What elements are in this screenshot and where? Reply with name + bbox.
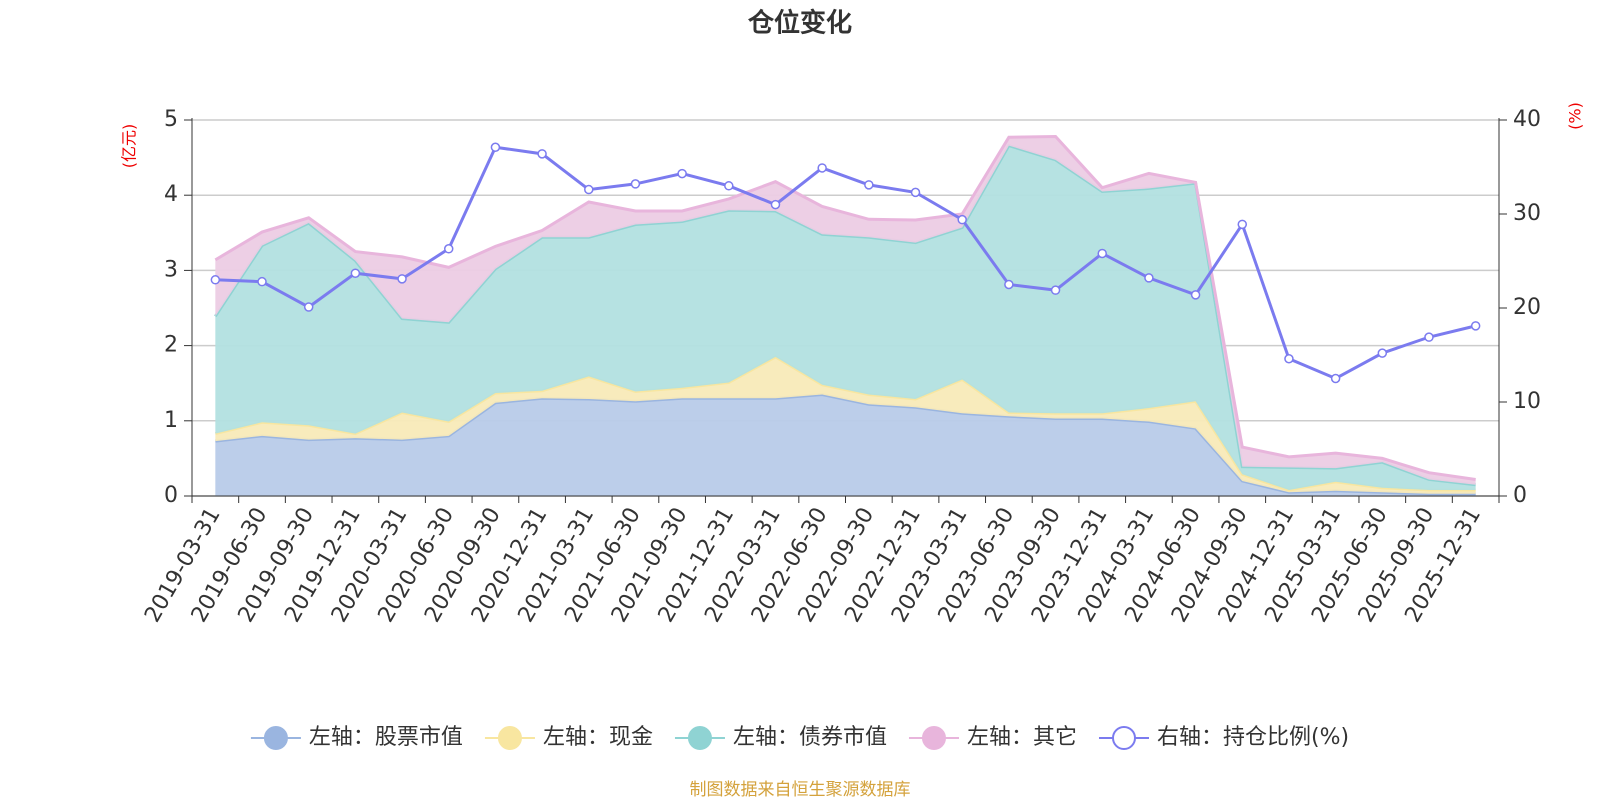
legend-marker [1111,726,1136,750]
ratio-point [1424,332,1434,342]
legend-label: 右轴：持仓比例(%) [1157,725,1349,750]
ratio-point [1004,279,1014,290]
ratio-point [210,275,221,285]
ratio-point [724,181,734,191]
area-fill [215,145,1476,490]
y-tick-label: 3 [164,257,178,282]
legend-label: 左轴：其它 [967,725,1077,750]
ratio-point [537,149,547,159]
ratio-point [443,244,454,254]
ratio-point [490,142,501,153]
ratio-point [957,214,967,225]
ratio-point [630,179,641,189]
ratio-point [1330,373,1341,384]
ratio-point [864,180,874,190]
ratio-point [1190,290,1201,300]
ratio-point [817,163,827,173]
ratio-point [1470,321,1481,331]
ratio-point [1237,219,1248,230]
y-tick-label: 1 [164,408,178,433]
y-tick-label: 2 [164,333,178,358]
y-tick-label: 5 [164,107,178,132]
y-axis-label: (亿元) [120,124,139,169]
ratio-point [1284,354,1294,364]
ratio-point [677,168,687,179]
ratio-point [257,276,267,287]
chart-title: 仓位变化 [747,8,852,39]
legend-label: 左轴：股票市值 [309,725,463,750]
area-fill [215,394,1476,496]
source-note: 制图数据来自恒生聚源数据库 [690,780,911,800]
ratio-point [1144,273,1154,283]
legend-marker [921,726,946,750]
ratio-point [1097,248,1107,259]
legend-marker [263,726,288,750]
legend-marker [687,726,712,750]
y-tick-label: 0 [164,483,178,508]
ratio-point [1050,285,1061,295]
legend-marker [497,726,522,750]
ratio-line [215,145,1477,381]
ratio-point [350,268,361,278]
y2-tick-label: 0 [1513,483,1527,508]
y2-tick-label: 20 [1513,295,1541,320]
y2-tick-label: 10 [1513,389,1541,414]
y2-tick-label: 40 [1513,107,1541,132]
ratio-point [303,302,314,312]
ratio-point [397,274,407,284]
legend-label: 左轴：现金 [543,725,653,750]
legend-label: 左轴：债券市值 [733,725,887,750]
ratio-point [910,187,921,198]
ratio-point [1377,348,1388,358]
legend: 左轴：股票市值 左轴：现金 左轴：债券市值 左轴：其它 右轴：持仓比例(%) [250,725,1349,750]
ratio-point [770,199,781,210]
y-tick-label: 4 [164,182,178,207]
y2-axis-label: (%) [1566,102,1585,130]
ratio-point [584,184,594,195]
y2-tick-label: 30 [1513,201,1541,226]
